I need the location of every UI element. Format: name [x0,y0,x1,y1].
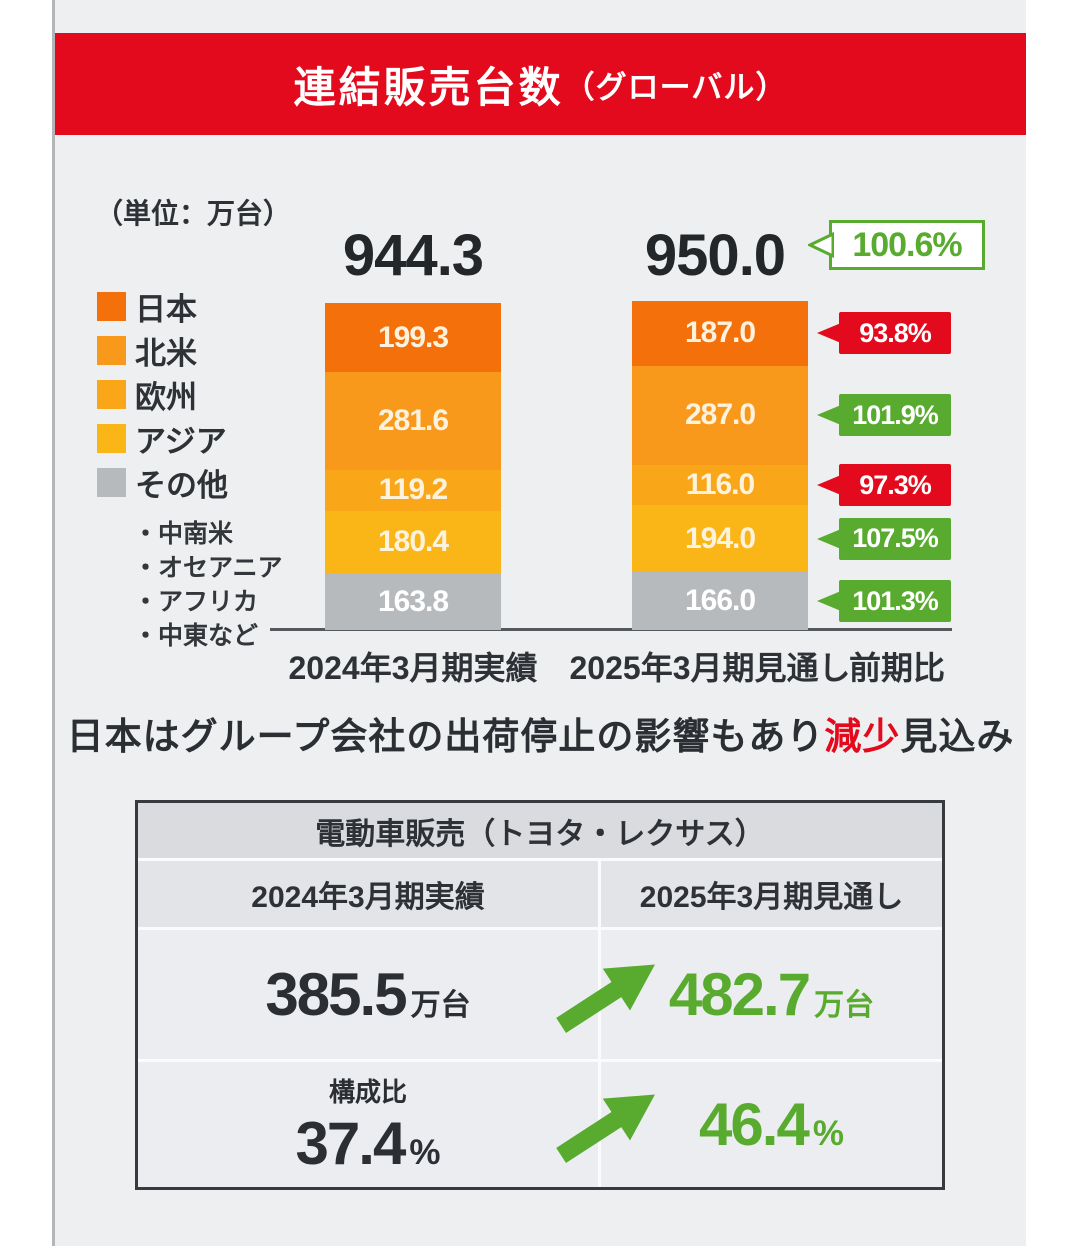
total-2024: 944.3 [342,223,484,288]
ev-volume-after-unit: 万台 [814,989,875,1022]
ev-share-after-cell: 46.4% [601,1062,942,1187]
bar-segment-欧州: 119.2 [325,469,501,511]
bar-segment-value: 199.3 [377,320,449,354]
ev-share-before-cell: 構成比 37.4% [138,1062,598,1187]
yoy-value: 101.3% [839,580,951,623]
yoy-value: 97.3% [839,464,951,507]
legend-swatch-icon [97,379,126,409]
statement-post: 見込み [900,716,1015,757]
yoy-value: 107.5% [839,517,951,560]
ev-volume-before: 385.5 [265,961,407,1028]
badge-tail-icon [817,405,841,426]
summary-statement: 日本はグループ会社の出荷停止の影響もあり減少見込み [55,706,1026,760]
yoy-badge-アジア: 107.5% [817,517,951,560]
ev-col-header-2025: 2025年3月期見通し [601,861,942,927]
yoy-value: 101.9% [839,394,951,437]
bar-segment-value: 163.8 [377,584,449,618]
legend-label: アジア [135,423,227,459]
bar-segment-アジア: 194.0 [632,505,808,573]
legend-label: 欧州 [135,379,197,415]
legend-swatch-icon [97,467,126,497]
yoy-value: 93.8% [839,312,951,355]
ev-share-before-unit: % [409,1132,441,1172]
ev-share-after-unit: % [812,1114,844,1153]
infographic-canvas: 連結販売台数 （グローバル） （単位：万台） 944.3 950.0 100.6%… [55,0,1026,1246]
total-yoy-value: 100.6% [829,220,985,270]
legend-item-北米: 北米 [97,328,228,372]
increase-arrow-icon [545,940,671,1050]
stacked-bar-2025年3月期見通し: 187.0 287.0 116.0 194.0 166.0 [632,301,808,630]
legend-sub-item: ・中南米 [133,520,234,548]
badge-tail-icon [817,323,841,344]
bar-segment-欧州: 116.0 [632,465,808,506]
legend-swatch-icon [97,335,126,365]
badge-tail-icon [817,591,841,612]
increase-arrow-icon [545,1070,671,1180]
yoy-column-label: 前期比 [848,650,946,686]
page-title: 連結販売台数 [293,63,564,111]
ev-volume-before-cell: 385.5 万台 [138,930,598,1059]
bar-segment-value: 287.0 [684,398,756,432]
ev-table-header-row: 2024年3月期実績 2025年3月期見通し [138,861,942,927]
category-label-2025: 2025年3月期見通し [569,650,851,686]
statement-highlight: 減少 [824,716,901,757]
bar-segment-value: 187.0 [684,316,756,350]
bar-segment-value: 116.0 [685,468,755,502]
ev-share-before: 37.4 [295,1109,407,1177]
bar-segment-その他: 163.8 [325,573,501,630]
legend-sub-item: ・中東など [133,622,259,650]
category-label-2024: 2024年3月期実績 [288,650,538,686]
legend-item-欧州: 欧州 [97,372,228,416]
bar-segment-value: 281.6 [377,403,449,437]
statement-pre: 日本はグループ会社の出荷停止の影響もあり [66,716,825,757]
ev-table-title: 電動車販売（トヨタ・レクサス） [138,803,942,858]
yoy-badge-その他: 101.3% [817,580,951,623]
ev-col-header-2024: 2024年3月期実績 [138,861,598,927]
legend-sub-item: ・オセアニア [133,554,283,582]
bar-segment-value: 119.2 [378,473,448,507]
badge-tail-icon [808,231,834,259]
ev-volume-row: 385.5 万台 482.7 万台 [138,930,942,1059]
axis-baseline [270,628,952,631]
bar-segment-value: 180.4 [377,525,449,558]
ev-volume-after-cell: 482.7 万台 [601,930,942,1059]
legend-sub-item: ・アフリカ [133,588,259,616]
badge-tail-icon [817,475,841,496]
bar-segment-北米: 287.0 [632,365,808,466]
ev-share-after: 46.4 [699,1091,810,1158]
bar-segment-value: 194.0 [684,521,756,555]
ev-volume-before-unit: 万台 [410,989,471,1022]
yoy-badge-北米: 101.9% [817,394,951,437]
stacked-bar-2024年3月期実績: 199.3 281.6 119.2 180.4 163.8 [325,303,501,630]
ev-share-row: 構成比 37.4% 46.4% [138,1062,942,1187]
legend-label: 北米 [135,335,197,371]
legend-swatch-icon [97,291,126,321]
bar-segment-value: 166.0 [684,584,756,618]
legend-label: 日本 [135,291,197,327]
unit-note: （単位：万台） [95,198,292,229]
badge-tail-icon [817,528,841,549]
page-title-paren: （グローバル） [563,69,788,105]
bar-segment-北米: 281.6 [325,372,501,470]
total-yoy-badge: 100.6% [808,220,985,270]
legend-swatch-icon [97,423,126,453]
legend: 日本北米欧州アジアその他 [97,284,228,504]
bar-segment-日本: 187.0 [632,301,808,366]
ev-volume-after: 482.7 [668,961,811,1028]
ev-sales-table: 電動車販売（トヨタ・レクサス） 2024年3月期実績 2025年3月期見通し 3… [135,800,945,1190]
legend-item-日本: 日本 [97,284,228,328]
bar-segment-日本: 199.3 [325,303,501,372]
legend-label: その他 [135,467,228,503]
title-banner: 連結販売台数 （グローバル） [55,33,1026,135]
total-2025: 950.0 [644,223,786,288]
legend-item-その他: その他 [97,460,228,504]
yoy-badge-日本: 93.8% [817,312,951,355]
page-edge-divider [52,0,55,1246]
share-ratio-label: 構成比 [328,1076,407,1107]
legend-sub-list: ・中南米・オセアニア ・アフリカ・中東など [133,517,283,653]
legend-item-アジア: アジア [97,416,228,460]
bar-segment-アジア: 180.4 [325,510,501,574]
bar-segment-その他: 166.0 [632,572,808,630]
yoy-badge-欧州: 97.3% [817,464,951,507]
